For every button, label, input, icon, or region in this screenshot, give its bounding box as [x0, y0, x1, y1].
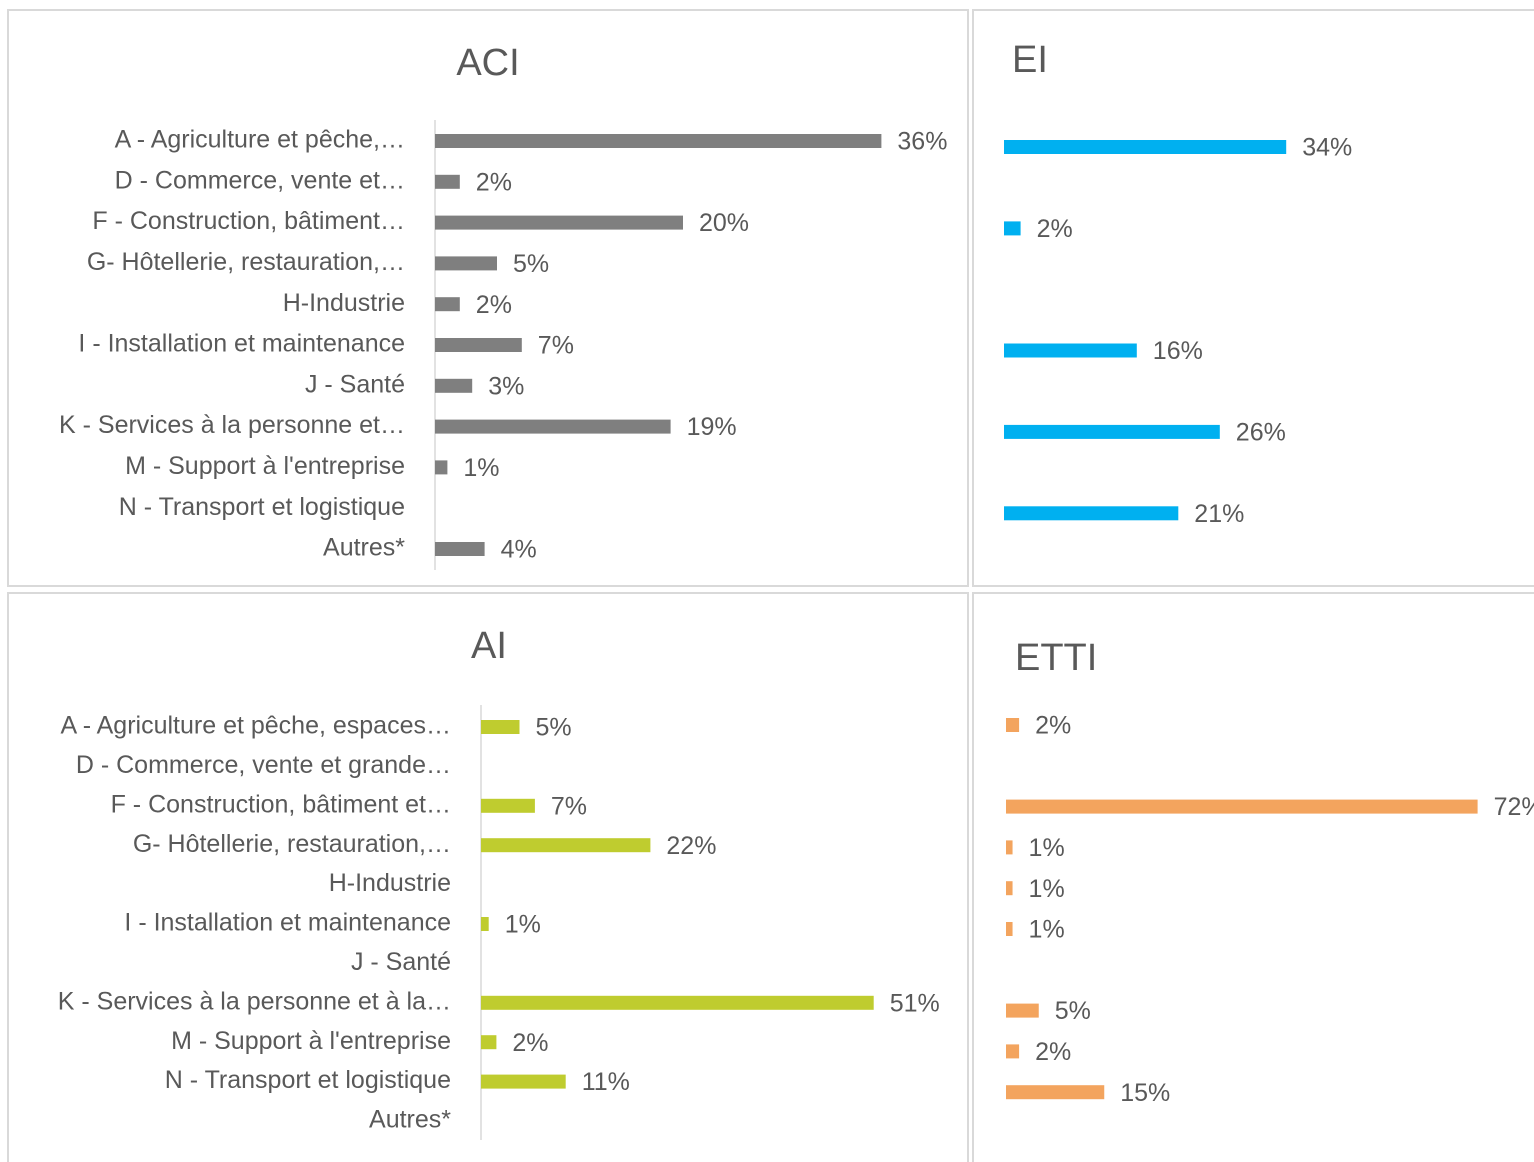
category-label: H-Industrie	[329, 869, 451, 897]
category-label: G- Hôtellerie, restauration,…	[133, 830, 451, 858]
value-label: 1%	[1029, 875, 1065, 903]
value-label: 2%	[476, 291, 512, 319]
bar	[1006, 922, 1013, 936]
category-label: H-Industrie	[283, 289, 405, 317]
bar	[435, 215, 683, 230]
value-label: 7%	[538, 332, 574, 360]
value-label: 5%	[1055, 997, 1091, 1025]
category-label: I - Installation et maintenance	[124, 909, 451, 937]
value-label: 7%	[551, 792, 587, 820]
bar	[1006, 799, 1478, 814]
category-label: I - Installation et maintenance	[78, 330, 405, 358]
bar	[1004, 506, 1179, 521]
chart-title: AI	[471, 625, 507, 667]
category-label: N - Transport et logistique	[119, 493, 405, 521]
value-label: 2%	[1037, 215, 1073, 243]
bar	[481, 838, 651, 853]
value-label: 2%	[476, 168, 512, 196]
category-label: K - Services à la personne et à la…	[58, 987, 451, 1015]
bar	[1006, 1003, 1039, 1018]
value-label: 19%	[687, 413, 737, 441]
bar	[1006, 718, 1020, 732]
category-label: F - Construction, bâtiment…	[92, 207, 405, 235]
category-label: K - Services à la personne et…	[59, 411, 405, 439]
category-label: G- Hôtellerie, restauration,…	[87, 248, 405, 276]
value-label: 16%	[1153, 337, 1203, 365]
category-label: N - Transport et logistique	[165, 1066, 451, 1094]
value-label: 20%	[699, 209, 749, 237]
value-label: 11%	[582, 1068, 630, 1096]
bar	[481, 798, 535, 813]
chart-title: EI	[1012, 39, 1048, 81]
category-label: A - Agriculture et pêche,…	[115, 126, 405, 154]
bar	[1006, 881, 1013, 896]
value-label: 22%	[666, 832, 716, 860]
bar	[435, 419, 671, 434]
value-label: 1%	[463, 454, 499, 482]
bar	[1006, 1085, 1105, 1100]
bar	[1006, 1044, 1020, 1059]
chart-title: ACI	[456, 42, 519, 84]
value-label: 1%	[1029, 834, 1065, 862]
category-label: Autres*	[369, 1106, 451, 1134]
value-label: 36%	[897, 128, 947, 156]
bar	[1004, 221, 1021, 236]
value-label: 1%	[1029, 916, 1065, 944]
bar	[1004, 343, 1137, 358]
bar	[435, 378, 473, 393]
category-label: D - Commerce, vente et grande…	[76, 751, 451, 779]
bar	[481, 917, 489, 931]
value-label: 2%	[1035, 712, 1071, 740]
category-label: Autres*	[323, 534, 405, 562]
category-label: J - Santé	[351, 948, 451, 976]
value-label: 21%	[1194, 500, 1244, 528]
value-label: 34%	[1302, 134, 1352, 162]
category-label: A - Agriculture et pêche, espaces…	[61, 712, 452, 740]
value-label: 26%	[1236, 419, 1286, 447]
bar	[481, 1074, 566, 1089]
value-label: 2%	[512, 1029, 548, 1057]
value-label: 2%	[1035, 1038, 1071, 1066]
category-label: D - Commerce, vente et…	[115, 166, 405, 194]
category-label: M - Support à l'entreprise	[171, 1027, 451, 1055]
bar	[481, 720, 520, 734]
bar	[435, 542, 485, 556]
category-label: J - Santé	[305, 370, 405, 398]
value-label: 72%	[1494, 793, 1534, 821]
value-label: 5%	[513, 250, 549, 278]
bar	[481, 995, 874, 1010]
bar	[1004, 140, 1287, 154]
bar	[435, 338, 522, 352]
category-label: M - Support à l'entreprise	[125, 452, 405, 480]
category-label: F - Construction, bâtiment et…	[111, 790, 451, 818]
bar	[481, 1035, 497, 1050]
bar	[1006, 840, 1013, 855]
panel	[972, 592, 1534, 1162]
value-label: 51%	[890, 989, 940, 1017]
bar	[435, 460, 448, 475]
panel	[7, 592, 969, 1162]
value-label: 4%	[501, 536, 537, 564]
chart-title: ETTI	[1015, 637, 1097, 679]
bar	[435, 134, 882, 148]
value-label: 1%	[505, 911, 541, 939]
value-label: 5%	[536, 714, 572, 742]
bar	[1004, 424, 1220, 439]
panel	[7, 9, 969, 587]
value-label: 15%	[1120, 1079, 1170, 1107]
bar	[435, 256, 497, 271]
bar	[435, 174, 460, 189]
bar	[435, 297, 460, 312]
panel	[972, 9, 1534, 587]
value-label: 3%	[488, 372, 524, 400]
